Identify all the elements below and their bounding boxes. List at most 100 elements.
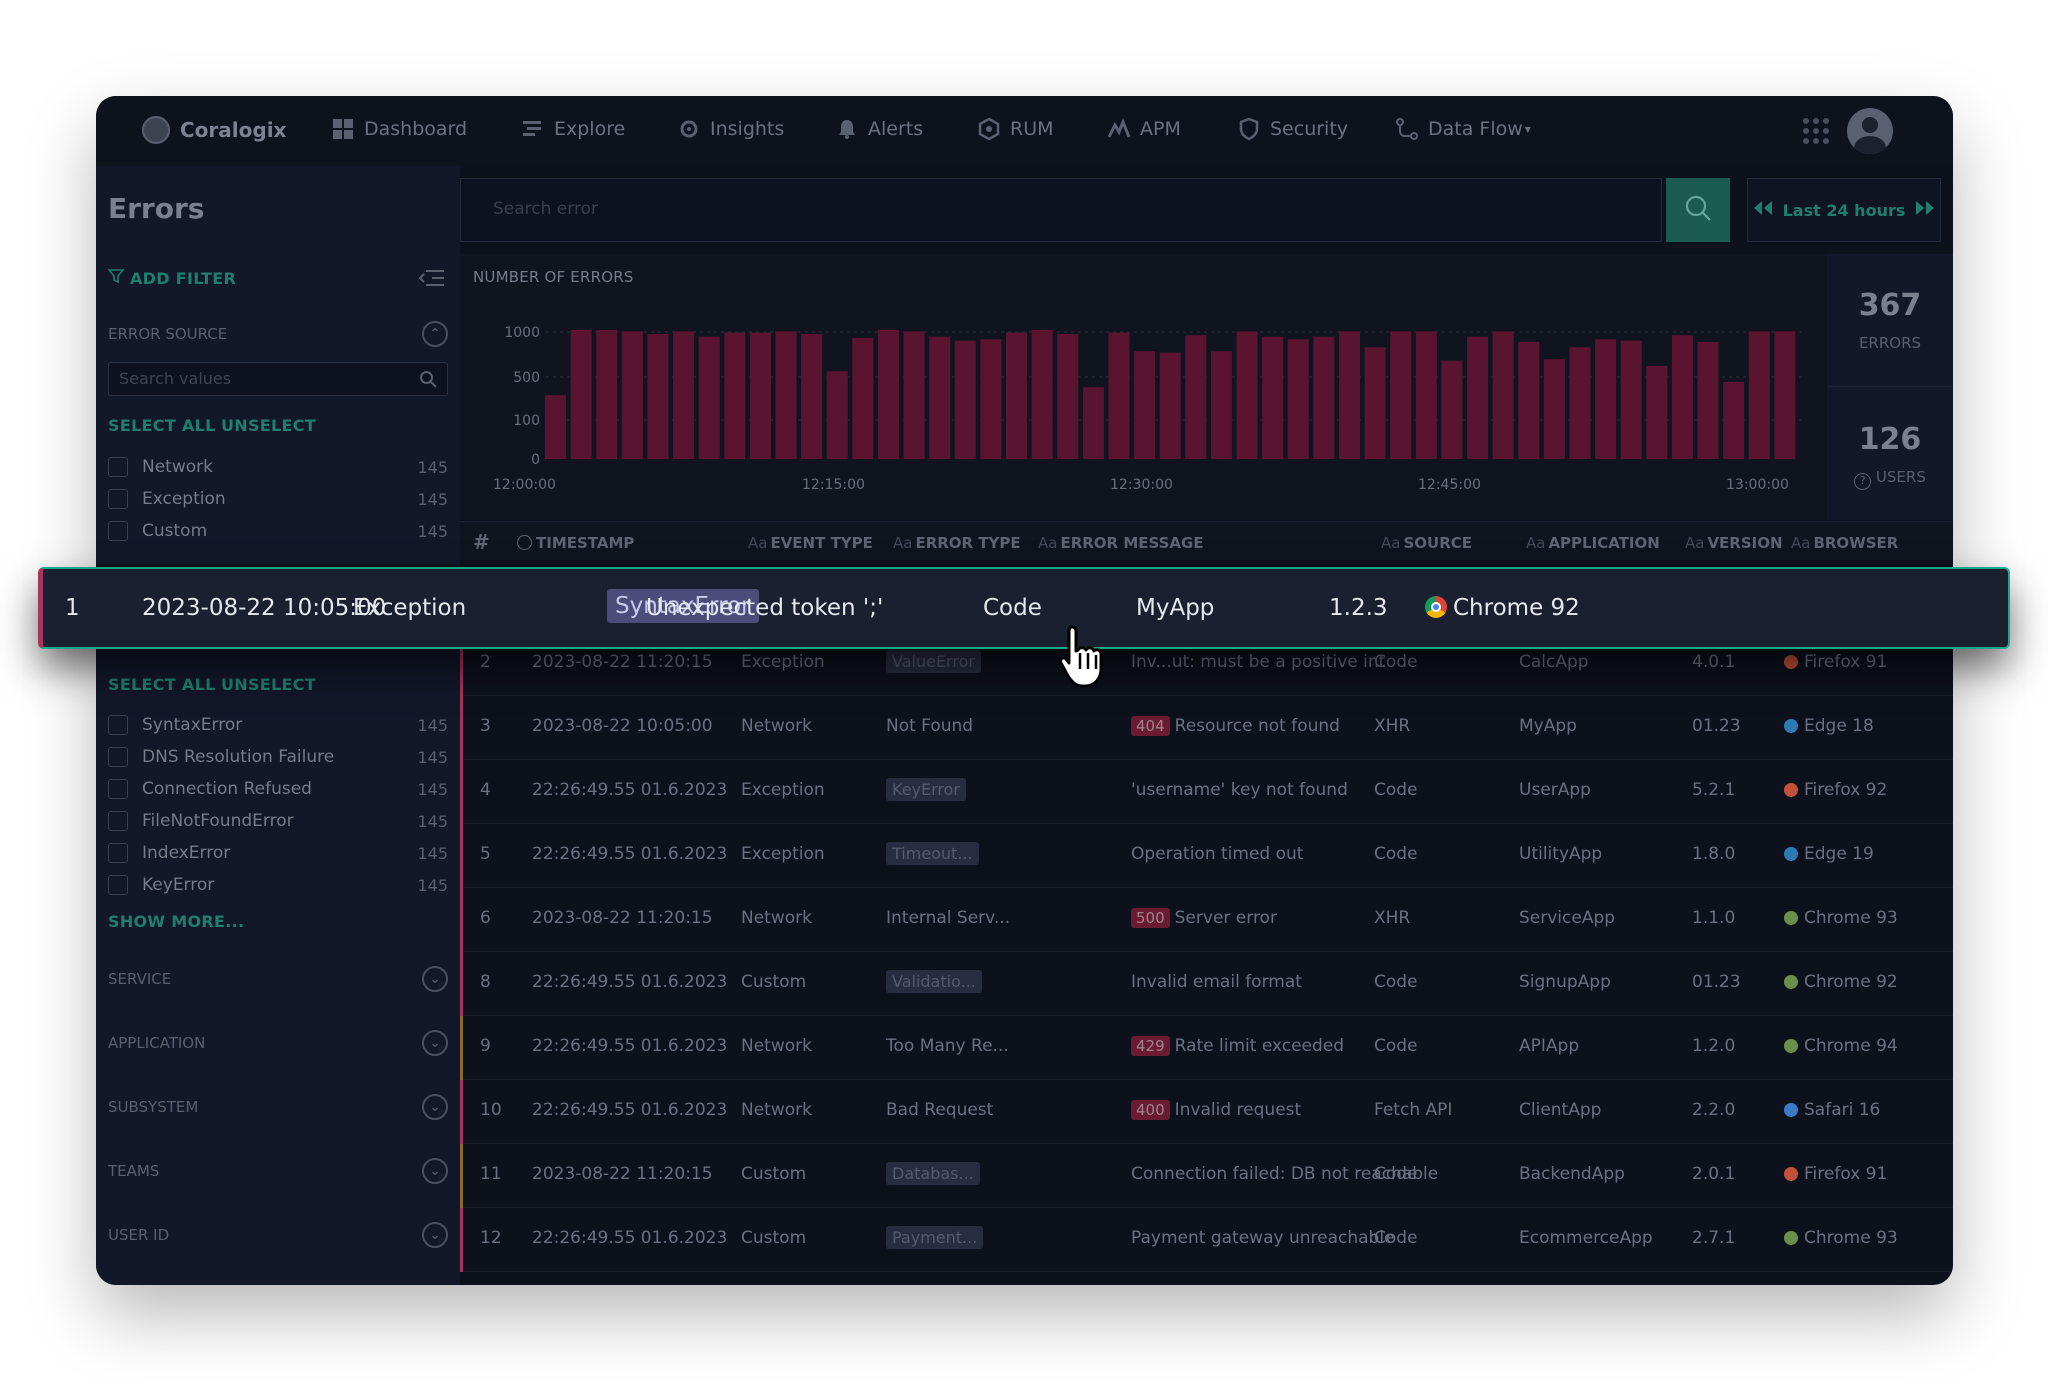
table-row[interactable]: 2 2023-08-22 11:20:15 Exception ValueError I… — [460, 632, 1953, 696]
show-more-link[interactable]: SHOW MORE... — [108, 912, 245, 931]
nav-item-security[interactable]: Security — [1236, 116, 1348, 142]
error-type-option[interactable]: IndexError 145 — [108, 841, 448, 865]
fast-forward-icon[interactable] — [1915, 200, 1935, 220]
error-count-bar[interactable] — [1287, 339, 1309, 459]
chevron-up-icon[interactable]: ⌃ — [422, 321, 448, 347]
error-type-option[interactable]: Connection Refused 145 — [108, 777, 448, 801]
error-type-option[interactable]: SyntaxError 145 — [108, 713, 448, 737]
error-count-bar[interactable] — [1518, 341, 1540, 459]
error-type-option[interactable]: FileNotFoundError 145 — [108, 809, 448, 833]
column-header-number[interactable]: # — [473, 530, 490, 554]
column-header-timestamp[interactable]: TIMESTAMP — [517, 534, 634, 552]
nav-item-data-flow[interactable]: Data Flow ▾ — [1394, 116, 1531, 142]
chevron-down-icon[interactable]: ⌄ — [422, 1094, 448, 1120]
error-count-bar[interactable] — [954, 340, 976, 459]
checkbox[interactable] — [108, 747, 128, 767]
column-header-source[interactable]: Aa SOURCE — [1381, 534, 1472, 552]
error-count-bar[interactable] — [1031, 329, 1053, 459]
select-all-button[interactable]: SELECT ALL — [108, 675, 216, 694]
error-count-bar[interactable] — [980, 339, 1002, 459]
error-count-bar[interactable] — [1774, 331, 1796, 459]
error-count-bar[interactable] — [1543, 359, 1565, 459]
search-input[interactable]: Search error — [460, 178, 1662, 242]
error-count-bar[interactable] — [1134, 351, 1156, 459]
select-all-button[interactable]: SELECT ALL — [108, 416, 216, 435]
avatar[interactable] — [1847, 108, 1893, 154]
error-count-bar[interactable] — [1748, 331, 1770, 459]
table-row[interactable]: 12 22:26:49.55 01.6.2023 Custom Payment... P… — [460, 1208, 1953, 1272]
table-row[interactable]: 6 2023-08-22 11:20:15 Network Internal Serv… — [460, 888, 1953, 952]
error-count-bar[interactable] — [1159, 352, 1181, 459]
error-count-bar[interactable] — [1415, 331, 1437, 459]
error-count-bar[interactable] — [929, 336, 951, 459]
error-count-bar[interactable] — [1006, 332, 1028, 459]
error-count-bar[interactable] — [1185, 335, 1207, 459]
error-count-bar[interactable] — [1364, 347, 1386, 459]
checkbox[interactable] — [108, 457, 128, 477]
error-count-bar[interactable] — [1723, 381, 1745, 459]
error-count-bar[interactable] — [1569, 347, 1591, 459]
error-count-bar[interactable] — [852, 337, 874, 459]
error-count-bar[interactable] — [1671, 335, 1693, 459]
error-count-bar[interactable] — [903, 331, 925, 459]
nav-item-explore[interactable]: Explore — [520, 116, 625, 142]
chevron-down-icon[interactable]: ⌄ — [422, 1222, 448, 1248]
error-count-bar[interactable] — [775, 331, 797, 459]
table-row[interactable]: 4 22:26:49.55 01.6.2023 Exception KeyError '… — [460, 760, 1953, 824]
column-header-error-type[interactable]: Aa ERROR TYPE — [893, 534, 1021, 552]
table-row[interactable]: 9 22:26:49.55 01.6.2023 Network Too Many Re… — [460, 1016, 1953, 1080]
section-service[interactable]: SERVICE ⌄ — [108, 964, 448, 994]
table-row[interactable]: 11 2023-08-22 11:20:15 Custom Databas... Con… — [460, 1144, 1953, 1208]
error-count-bar[interactable] — [673, 331, 695, 459]
error-count-bar[interactable] — [1441, 360, 1463, 459]
checkbox[interactable] — [108, 875, 128, 895]
source-option-custom[interactable]: Custom 145 — [108, 519, 448, 543]
section-user-id[interactable]: USER ID ⌄ — [108, 1220, 448, 1250]
error-type-option[interactable]: DNS Resolution Failure 145 — [108, 745, 448, 769]
column-header-event-type[interactable]: Aa EVENT TYPE — [748, 534, 873, 552]
error-count-bar[interactable] — [877, 329, 899, 459]
error-count-bar[interactable] — [801, 333, 823, 459]
section-subsystem[interactable]: SUBSYSTEM ⌄ — [108, 1092, 448, 1122]
error-count-bar[interactable] — [724, 332, 746, 459]
column-header-browser[interactable]: Aa BROWSER — [1791, 534, 1898, 552]
checkbox[interactable] — [108, 843, 128, 863]
apps-grid-icon[interactable] — [1803, 118, 1829, 144]
unselect-button[interactable]: UNSELECT — [221, 416, 317, 435]
column-header-application[interactable]: Aa APPLICATION — [1526, 534, 1660, 552]
collapse-filters-icon[interactable] — [418, 268, 446, 292]
column-header-error-message[interactable]: Aa ERROR MESSAGE — [1038, 534, 1204, 552]
error-count-bar[interactable] — [1210, 351, 1232, 459]
error-count-bar[interactable] — [698, 336, 720, 459]
rewind-icon[interactable] — [1753, 200, 1773, 220]
error-count-bar[interactable] — [596, 329, 618, 459]
error-count-bar[interactable] — [826, 371, 848, 459]
section-teams[interactable]: TEAMS ⌄ — [108, 1156, 448, 1186]
chevron-down-icon[interactable]: ⌄ — [422, 966, 448, 992]
error-count-bar[interactable] — [749, 332, 771, 459]
chevron-down-icon[interactable]: ⌄ — [422, 1030, 448, 1056]
checkbox[interactable] — [108, 521, 128, 541]
error-count-bar[interactable] — [1236, 331, 1258, 459]
nav-item-alerts[interactable]: Alerts — [834, 116, 923, 142]
source-option-exception[interactable]: Exception 145 — [108, 487, 448, 511]
error-count-bar[interactable] — [1620, 340, 1642, 459]
add-filter-button[interactable]: ADD FILTER — [107, 268, 236, 288]
source-option-network[interactable]: Network 145 — [108, 455, 448, 479]
error-count-bar[interactable] — [545, 395, 567, 459]
error-count-bar[interactable] — [1057, 333, 1079, 459]
error-count-bar[interactable] — [1262, 336, 1284, 459]
unselect-button[interactable]: UNSELECT — [221, 675, 317, 694]
table-row[interactable]: 3 2023-08-22 10:05:00 Network Not Found 404 R… — [460, 696, 1953, 760]
nav-item-dashboard[interactable]: Dashboard — [330, 116, 467, 142]
table-row[interactable]: 10 22:26:49.55 01.6.2023 Network Bad Reques… — [460, 1080, 1953, 1144]
nav-item-apm[interactable]: APM — [1106, 116, 1181, 142]
error-count-bar[interactable] — [647, 333, 669, 459]
checkbox[interactable] — [108, 811, 128, 831]
nav-item-rum[interactable]: RUM — [976, 116, 1054, 142]
error-count-bar[interactable] — [1646, 365, 1668, 459]
search-button[interactable] — [1666, 178, 1730, 242]
checkbox[interactable] — [108, 779, 128, 799]
table-row[interactable]: 8 22:26:49.55 01.6.2023 Custom Validatio...… — [460, 952, 1953, 1016]
error-count-bar[interactable] — [1390, 331, 1412, 459]
